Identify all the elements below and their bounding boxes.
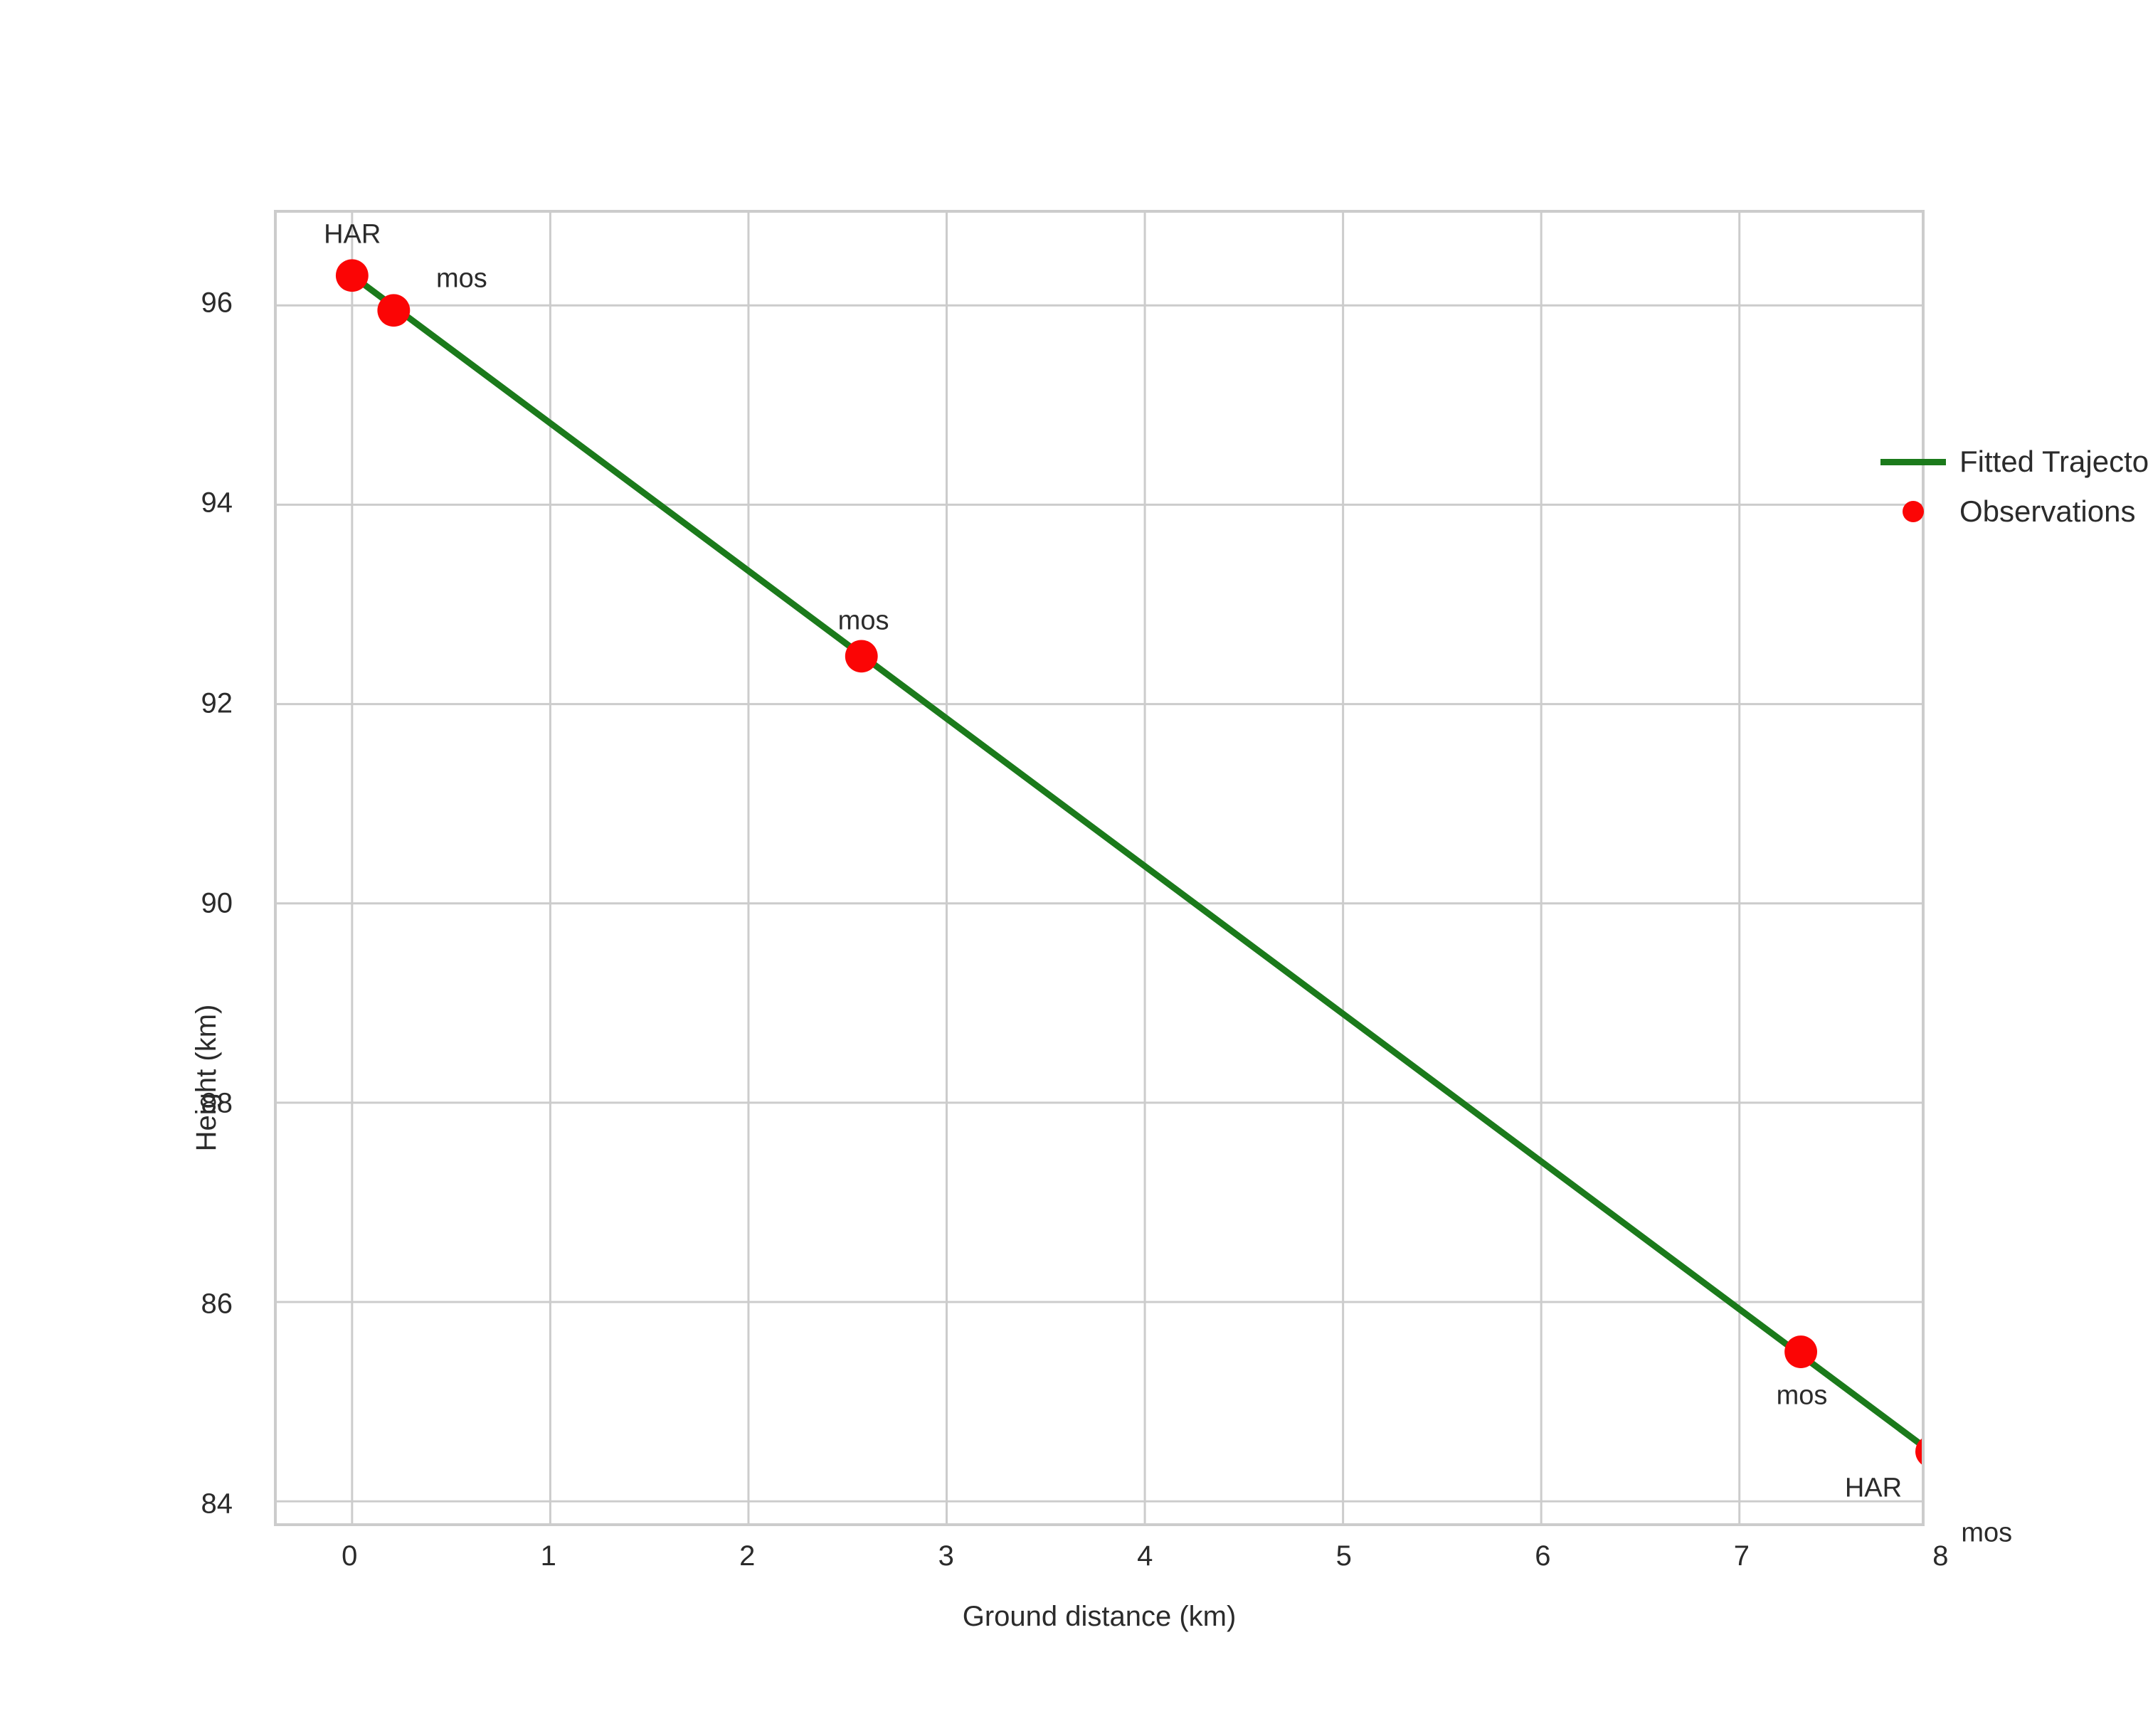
point-label: mos (1776, 1380, 1828, 1411)
point-label: mos (436, 263, 487, 294)
x-tick-label: 4 (1137, 1540, 1153, 1572)
x-tick-label: 5 (1335, 1540, 1352, 1572)
y-tick-label: 84 (201, 1488, 233, 1520)
point-annotations: HAR mos mos mos HAR mos (277, 213, 2012, 1547)
y-tick-label: 94 (201, 487, 233, 519)
legend: Fitted Trajectory Observations (1867, 440, 2148, 540)
x-tick-label: 3 (938, 1540, 954, 1572)
x-tick-label: 1 (540, 1540, 556, 1572)
point-label: HAR (1844, 1473, 1903, 1503)
line-swatch-icon (1867, 458, 1959, 465)
x-axis-title: Ground distance (km) (962, 1601, 1237, 1632)
y-tick-label: 90 (201, 887, 233, 919)
legend-label: Observations (1959, 494, 2136, 528)
y-axis-title-wrapper: Height (km) (181, 210, 231, 1526)
x-tick-label: 2 (739, 1540, 756, 1572)
x-tick-label: 6 (1535, 1540, 1551, 1572)
y-tick-label: 86 (201, 1288, 233, 1320)
point-label: HAR (324, 219, 381, 250)
x-tick-label: 8 (1932, 1540, 1949, 1572)
y-tick-label: 92 (201, 687, 233, 719)
plot-area: HAR mos mos mos HAR mos Fitted Trajectory Obs… (274, 210, 2148, 1547)
legend-item-fitted-trajectory[interactable]: Fitted Trajectory (1867, 440, 2148, 483)
legend-item-observations[interactable]: Observations (1867, 490, 2148, 533)
x-tick-label: 0 (342, 1540, 358, 1572)
legend-label: Fitted Trajectory (1959, 445, 2148, 478)
dot-marker-icon (1867, 501, 1959, 522)
data-layer (277, 213, 1922, 1523)
x-axis-ticks: 0 1 2 3 4 5 6 7 8 (274, 1540, 1948, 1583)
gridlines (277, 213, 1922, 1523)
y-tick-label: 88 (201, 1087, 233, 1119)
x-tick-label: 7 (1733, 1540, 1750, 1572)
y-axis-title: Height (km) (191, 1004, 222, 1152)
point-label: mos (837, 605, 889, 636)
y-axis-ticks: 84 86 88 90 92 94 96 (0, 210, 253, 1526)
y-tick-label: 96 (201, 287, 233, 319)
point-label: mos (1961, 1518, 2013, 1548)
